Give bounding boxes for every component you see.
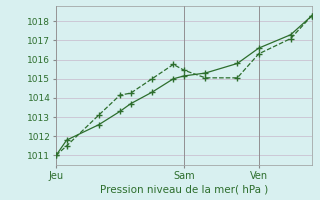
X-axis label: Pression niveau de la mer( hPa ): Pression niveau de la mer( hPa ) bbox=[100, 185, 268, 195]
